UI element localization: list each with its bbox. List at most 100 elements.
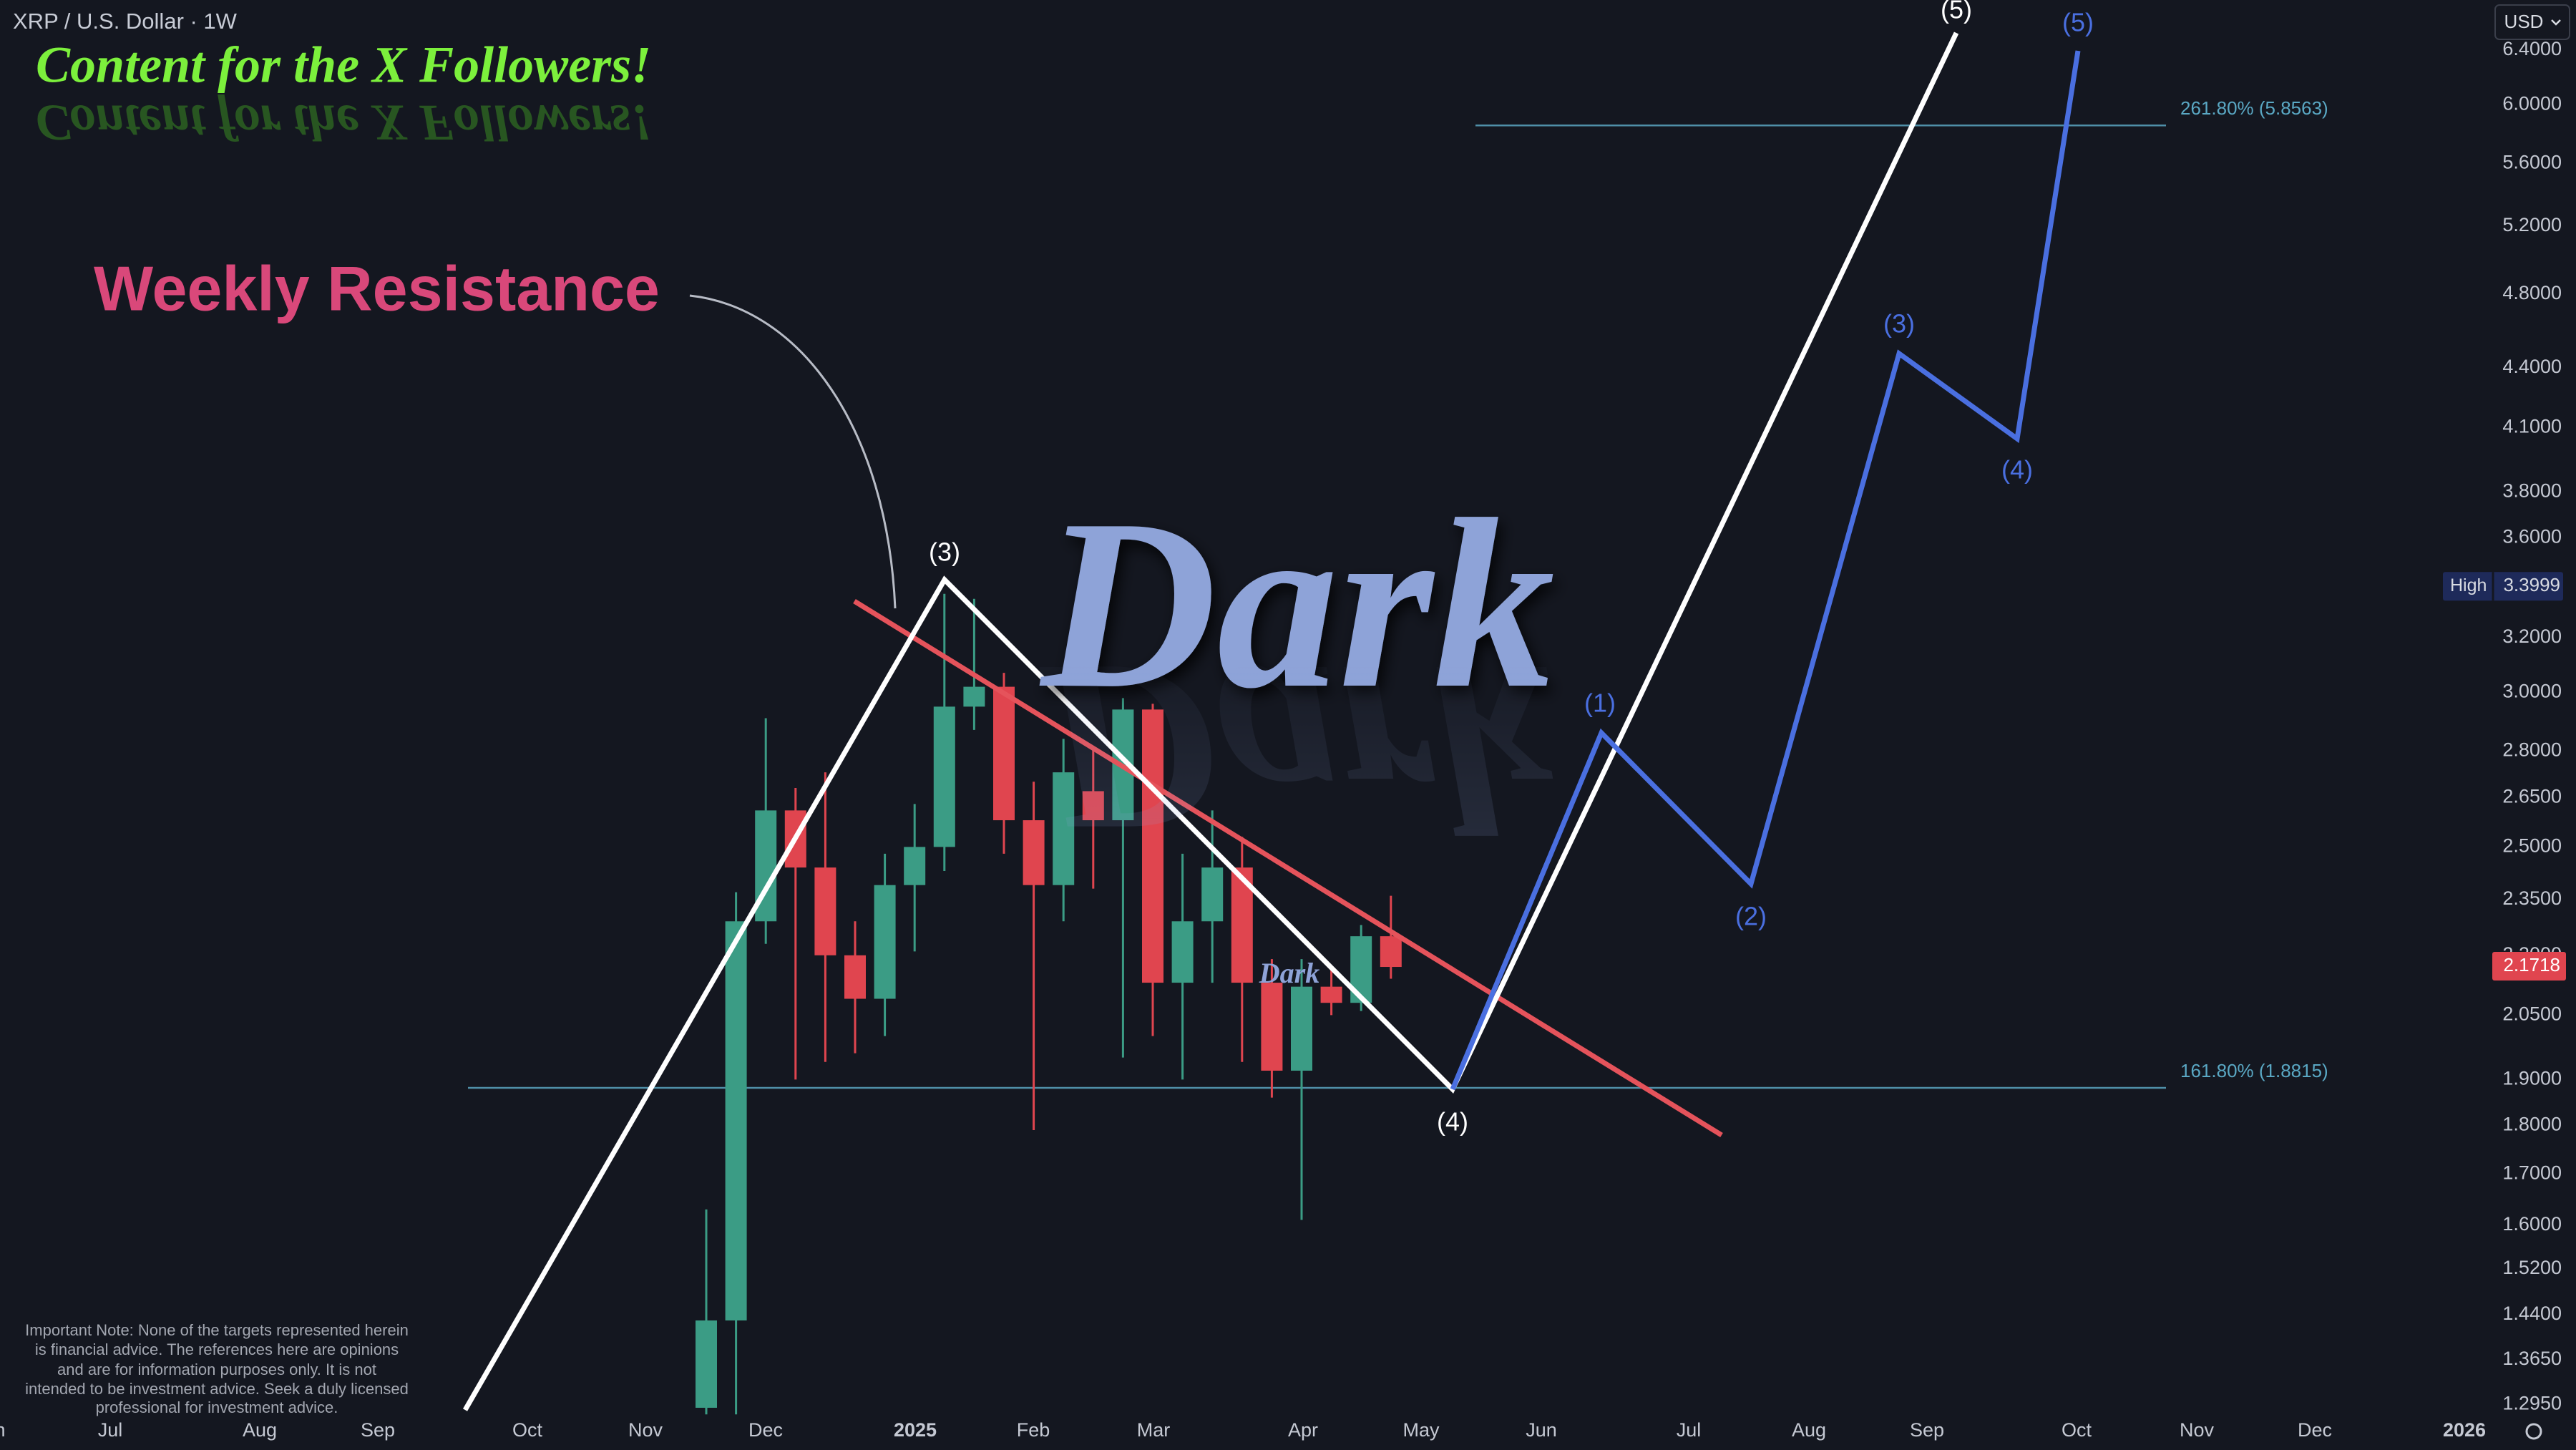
candle-body [933,706,955,847]
y-tick-label: 3.2000 [2502,626,2562,647]
high-tag-label: High [2450,575,2487,595]
y-tick-label: 3.0000 [2502,681,2562,702]
x-tick-label: Jun [1526,1419,1557,1441]
candle-body [1261,983,1283,1071]
resistance-label: Weekly Resistance [94,253,660,323]
high-tag [2443,572,2563,601]
settings-icon[interactable] [2525,1423,2542,1440]
y-tick-label: 2.5000 [2502,835,2562,856]
x-tick-label: Oct [2062,1419,2092,1441]
candle-body [1171,921,1194,983]
last-price-value: 2.1718 [2503,954,2560,975]
promo-reflection: Content for the X Followers! [36,94,651,151]
last-price-tag [2492,952,2566,981]
disclaimer-line: and are for information purposes only. I… [57,1361,376,1378]
wave-path-blue [1450,50,2081,1091]
x-tick-label: Feb [1017,1419,1050,1441]
candle-body [963,686,985,707]
x-tick-label: Jul [98,1419,123,1441]
fib-label: 161.80% (1.8815) [2180,1060,2328,1081]
y-tick-label: 1.5200 [2502,1257,2562,1278]
x-tick-label: Dec [748,1419,783,1441]
candle-body [1023,820,1045,885]
candle-body [696,1320,717,1408]
fib-label: 261.80% (5.8563) [2180,97,2328,119]
candle-body [844,955,866,999]
y-tick-label: 1.8000 [2502,1114,2562,1135]
watermark: Dark [1038,469,1555,739]
symbol-title: XRP / U.S. Dollar · 1W [13,9,238,34]
x-tick-label: Jul [1677,1419,1702,1441]
axes: 6.4000 6.0000 5.6000 5.2000 4.8000 4.4000 4.10… [0,38,2566,1441]
x-tick-label: Sep [361,1419,395,1441]
x-tick-label: 2025 [894,1419,937,1441]
disclaimer-line: Important Note: None of the targets repr… [25,1321,409,1339]
candle-body [1082,791,1104,821]
wave-label: (4) [1437,1107,1468,1137]
candle-body [814,867,836,955]
x-tick-label: Nov [2180,1419,2215,1441]
watermark-small: Dark [1259,957,1319,989]
high-tag-value: 3.3999 [2503,574,2560,595]
wave-label: (2) [1735,902,1767,931]
wave-label: (3) [1883,309,1915,339]
x-tick-label: Oct [512,1419,543,1441]
x-tick-label: Aug [243,1419,277,1441]
plot-area: 261.80% (5.8563) 161.80% (1.8815) [468,97,2328,1415]
x-tick-label: Dec [2298,1419,2332,1441]
wave-label: (1) [1584,688,1616,718]
x-tick-label: Apr [1288,1419,1318,1441]
y-tick-label: 4.8000 [2502,282,2562,303]
y-tick-label: 1.6000 [2502,1213,2562,1235]
chevron[interactable] [2551,19,2561,26]
y-tick-label: 3.6000 [2502,526,2562,548]
disclaimer-line: is financial advice. The references here… [35,1340,399,1358]
button-label[interactable]: USD [2504,11,2544,32]
callout-curve [689,294,897,609]
candle-body [1291,986,1312,1071]
y-tick-label: 6.0000 [2502,93,2562,115]
candle-body [904,847,926,885]
candle-body [993,686,1015,821]
candle-body [1201,867,1224,922]
x-tick-label: May [1402,1419,1440,1441]
candle-body [874,885,896,999]
x-tick-label: n [0,1419,6,1441]
y-tick-label: 1.3650 [2502,1348,2562,1369]
candle-body [1053,772,1075,885]
disclaimer-line: intended to be investment advice. Seek a… [25,1380,409,1398]
y-tick-label: 3.8000 [2502,480,2562,502]
disclaimer-line: professional for investment advice. [96,1398,338,1416]
wave-label: (4) [2001,455,2033,485]
y-tick-label: 1.7000 [2502,1162,2562,1183]
watermark-reflection: Dark [1038,614,1555,884]
candle-body [725,921,747,1320]
wave-label: (5) [1941,0,1972,24]
y-tick-label: 1.9000 [2502,1068,2562,1089]
x-tick-label: 2026 [2443,1419,2486,1441]
y-tick-label: 4.1000 [2502,416,2562,437]
x-tick-label: Nov [628,1419,663,1441]
y-tick-label: 5.2000 [2502,214,2562,235]
y-tick-label: 1.4400 [2502,1303,2562,1324]
x-tick-label: Mar [1137,1419,1171,1441]
y-tick-label: 4.4000 [2502,356,2562,377]
x-tick-label: Sep [1910,1419,1944,1441]
y-tick-label: 2.0500 [2502,1003,2562,1025]
y-tick-label: 5.6000 [2502,151,2562,172]
y-tick-label: 2.6500 [2502,785,2562,807]
overlay: (3) (4) (5) (1) (2) (3) (4) (5) Dark Dar… [13,0,2570,1440]
x-tick-label: Aug [1792,1419,1826,1441]
disclaimer: Important Note: None of the targets repr… [25,1321,409,1416]
wave-label: (3) [929,537,960,567]
button-frame[interactable] [2494,4,2570,40]
resistance-line [853,599,1723,1137]
y-tick-label: 2.3500 [2502,887,2562,909]
y-tick-label: 2.8000 [2502,739,2562,760]
y-tick-label: 6.4000 [2502,38,2562,59]
currency-button[interactable]: USD [2494,4,2570,40]
y-tick-label: 1.2950 [2502,1393,2562,1414]
